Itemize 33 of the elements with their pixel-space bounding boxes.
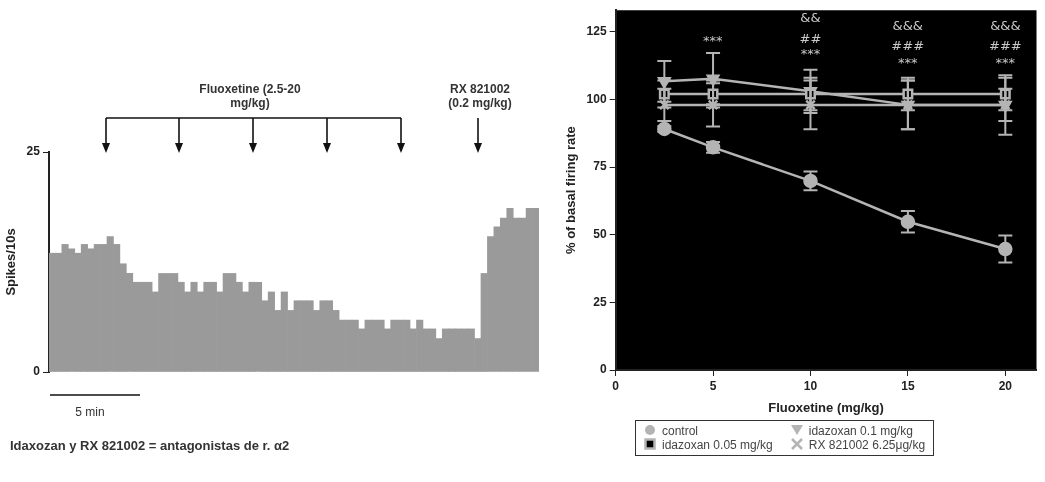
y-tick-label: 0 [599,362,607,377]
text: RX 821002 (0.2 mg/kg) [447,82,513,110]
y-axis-title: % of basal firing rate [563,126,579,255]
legend-label: idazoxan 0.1 mg/kg [808,424,913,438]
annotation: && [800,10,821,26]
x-axis-title: Fluoxetine (mg/kg) [768,399,884,415]
legend-label: control [662,424,699,438]
annotation: &&& [892,18,923,34]
annotation: ### [989,37,1022,53]
y-tick-label: 50 [593,227,607,242]
y-tick-label: 125 [586,24,607,39]
text: Idaxozan y RX 821002 = antagonistas de r. α2 [10,438,291,453]
y-tick-label: 75 [593,159,607,174]
x-tick-label: 0 [612,378,620,393]
legend-label: RX 821002 6.25μg/kg [808,438,926,452]
x-tick-label: 10 [803,378,818,393]
annotation: *** [995,55,1016,71]
annotation: *** [800,46,821,62]
annotation: *** [897,55,918,71]
y-tick-label: 25 [26,144,41,159]
annotation: *** [703,32,724,48]
annotation: &&& [990,18,1021,34]
text: Fluoxetine (2.5-20 mg/kg) [198,82,302,110]
x-tick-label: 5 [709,378,717,393]
y-tick-label: 100 [586,91,607,106]
annotation: ### [891,37,925,53]
y-tick-label: 25 [593,294,607,309]
text: 5 min [74,405,106,419]
x-tick-label: 20 [998,378,1013,393]
y-axis-title: Spikes/10s [3,228,19,296]
x-tick-label: 15 [901,378,915,393]
legend-label: idazoxan 0.05 mg/kg [662,438,773,452]
annotation: ## [799,30,822,46]
